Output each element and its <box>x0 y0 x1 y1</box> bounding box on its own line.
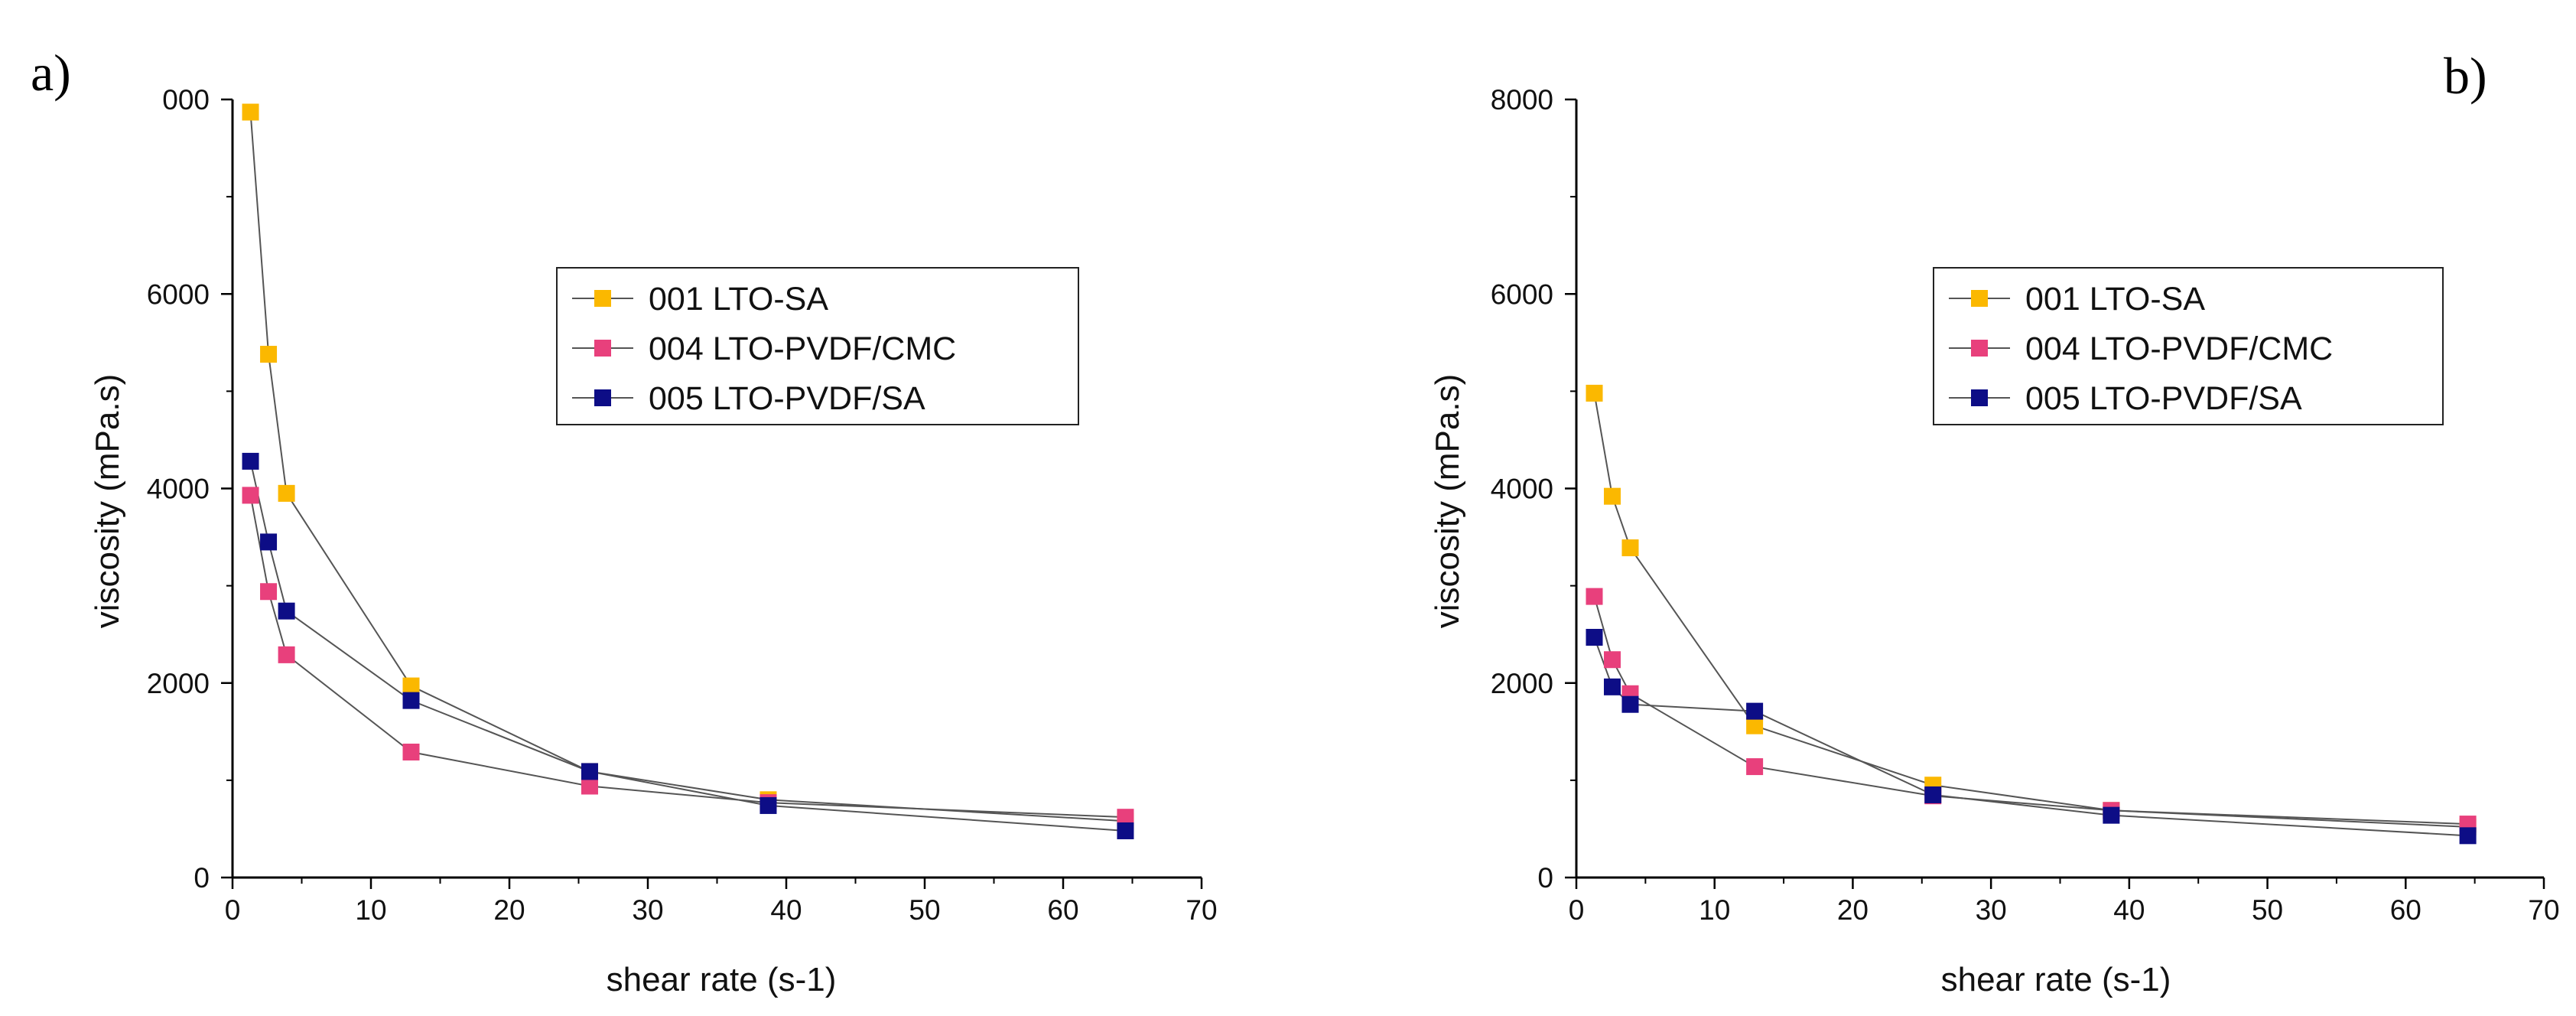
panel-a-series-005-lto-pvdf-sa-line <box>249 461 1126 832</box>
panel-b-series <box>1586 384 2477 845</box>
panel-a-legend-marker-005-lto-pvdf-sa <box>594 389 611 406</box>
panel-a-series-001-lto-sa-line <box>249 112 1126 822</box>
panel-a-legend: 001 LTO-SA 004 LTO-PVDF/CMC 005 LTO-PVDF/S… <box>556 267 1079 425</box>
panel-a-legend-label-001-lto-sa: 001 LTO-SA <box>649 281 828 318</box>
panel-b-series-005-lto-pvdf-sa-point <box>1603 678 1621 695</box>
panel-b-series-004-lto-pvdf-cmc-point <box>1603 651 1621 669</box>
panel-a-legend-label-005-lto-pvdf-sa: 005 LTO-PVDF/SA <box>649 380 925 417</box>
panel-a: a) 0 10 20 30 40 50 60 70 0 2000 4000 6000 000 shear… <box>31 44 1218 998</box>
panel-a-label: a) <box>31 44 71 102</box>
panel-a-y-tick-label: 4000 <box>147 474 210 505</box>
panel-b-label: b) <box>2444 47 2487 105</box>
panel-b-legend-marker-001-lto-sa <box>1971 290 1988 307</box>
panel-a-series-005-lto-pvdf-sa-point <box>1117 822 1134 839</box>
panel-b-series-005-lto-pvdf-sa-point <box>2103 806 2120 824</box>
panel-a-x-tick-label: 30 <box>632 894 663 926</box>
panel-b-y-tick-label: 0 <box>1537 862 1553 894</box>
panel-a-x-tick-label: 60 <box>1047 894 1078 926</box>
panel-b-series-004-lto-pvdf-cmc-point <box>1586 588 1603 605</box>
panel-b-legend-frame <box>1933 267 2444 425</box>
panel-a-series-005-lto-pvdf-sa-point <box>759 796 777 814</box>
panel-b-series-001-lto-sa-line <box>1593 392 2468 828</box>
panel-a-y-tick-label: 000 <box>162 84 210 116</box>
panel-b-y-tick-label: 4000 <box>1491 474 1553 505</box>
panel-a-legend-frame <box>556 267 1079 425</box>
panel-a-series-005-lto-pvdf-sa-point <box>581 763 598 780</box>
panel-b-x-axis-title: shear rate (s-1) <box>1941 961 2171 998</box>
panel-a-legend-marker-004-lto-pvdf-cmc <box>594 340 611 357</box>
panel-a-y-tick-label: 0 <box>194 862 210 894</box>
panel-b-x-tick-label: 10 <box>1699 894 1730 926</box>
panel-b-x-tick-label: 70 <box>2528 894 2559 926</box>
panel-b-axes: 0 10 20 30 40 50 60 70 0 2000 4000 6000 8000 <box>1491 84 2560 926</box>
panel-a-series-001-lto-sa-point <box>278 484 295 502</box>
panel-b-legend-label-004-lto-pvdf-cmc: 004 LTO-PVDF/CMC <box>2025 331 2333 367</box>
panel-a-series-001-lto-sa-point <box>402 677 420 695</box>
panel-a-series-005-lto-pvdf-sa-point <box>260 533 278 551</box>
panel-b-y-tick-label: 8000 <box>1491 84 1553 116</box>
panel-a-x-tick-label: 50 <box>909 894 940 926</box>
panel-a-series-004-lto-pvdf-cmc-point <box>581 777 598 795</box>
panel-b-series-005-lto-pvdf-sa-point <box>1621 695 1639 713</box>
panel-b-series-005-lto-pvdf-sa-point <box>2459 827 2477 845</box>
panel-b-y-tick-label: 6000 <box>1491 278 1553 310</box>
panel-b-x-tick-label: 60 <box>2390 894 2422 926</box>
panel-a-y-tick-label: 2000 <box>147 668 210 699</box>
panel-a-y-axis-title: viscosity (mPa.s) <box>89 374 126 628</box>
panel-a-series-001-lto-sa-point <box>260 346 278 363</box>
panel-a-x-tick-label: 40 <box>770 894 802 926</box>
panel-a-series-004-lto-pvdf-cmc-line <box>249 495 1126 819</box>
panel-a-axes: 0 10 20 30 40 50 60 70 0 2000 4000 6000 000 <box>147 84 1218 926</box>
panel-a-x-tick-label: 20 <box>493 894 525 926</box>
panel-b-series-005-lto-pvdf-sa-point <box>1586 629 1603 646</box>
panel-a-series <box>242 103 1134 839</box>
panel-b-x-tick-label: 40 <box>2113 894 2145 926</box>
panel-b-legend-label-001-lto-sa: 001 LTO-SA <box>2025 281 2205 318</box>
panel-b-series-005-lto-pvdf-sa-point <box>1924 786 1942 803</box>
panel-a-legend-marker-001-lto-sa <box>594 290 611 307</box>
panel-b-x-tick-label: 50 <box>2252 894 2283 926</box>
panel-a-series-004-lto-pvdf-cmc-point <box>260 583 278 601</box>
panel-b-series-001-lto-sa-point <box>1621 539 1639 557</box>
panel-a-series-004-lto-pvdf-cmc-point <box>1117 809 1134 826</box>
panel-b-series-004-lto-pvdf-cmc-point <box>1746 758 1764 776</box>
panel-a-series-004-lto-pvdf-cmc-point <box>402 744 420 761</box>
panel-b-series-001-lto-sa-point <box>1586 384 1603 402</box>
panel-b-x-tick-label: 20 <box>1837 894 1869 926</box>
panel-b-legend-marker-005-lto-pvdf-sa <box>1971 389 1988 406</box>
panel-b-y-axis-title: viscosity (mPa.s) <box>1429 374 1466 628</box>
panel-a-x-tick-label: 70 <box>1186 894 1217 926</box>
panel-a-y-tick-label: 6000 <box>147 278 210 310</box>
panel-b-series-005-lto-pvdf-sa-line <box>1593 637 2468 837</box>
panel-a-series-004-lto-pvdf-cmc-point <box>278 646 295 663</box>
panel-a-x-axis-title: shear rate (s-1) <box>607 961 837 998</box>
panel-b-series-005-lto-pvdf-sa-point <box>1746 702 1764 720</box>
panel-b: b) 0 10 20 30 40 50 60 70 0 2000 4000 6000 8000 shea… <box>1429 47 2560 998</box>
panel-b-legend-label-005-lto-pvdf-sa: 005 LTO-PVDF/SA <box>2025 380 2302 417</box>
panel-b-series-001-lto-sa-point <box>1746 717 1764 734</box>
panel-b-legend-marker-004-lto-pvdf-cmc <box>1971 340 1988 357</box>
panel-a-series-005-lto-pvdf-sa-point <box>402 692 420 709</box>
panel-b-series-001-lto-sa-point <box>1603 487 1621 505</box>
panel-a-series-005-lto-pvdf-sa-point <box>242 452 259 470</box>
panel-b-x-tick-label: 30 <box>1976 894 2007 926</box>
panel-a-series-004-lto-pvdf-cmc-point <box>242 487 259 504</box>
panel-b-x-tick-label: 0 <box>1569 894 1585 926</box>
panel-a-series-001-lto-sa-point <box>242 103 259 121</box>
panel-b-legend: 001 LTO-SA 004 LTO-PVDF/CMC 005 LTO-PVDF/S… <box>1933 267 2444 425</box>
panel-b-y-tick-label: 2000 <box>1491 668 1553 699</box>
panel-a-x-tick-label: 10 <box>355 894 386 926</box>
panel-a-legend-label-004-lto-pvdf-cmc: 004 LTO-PVDF/CMC <box>649 331 956 367</box>
panel-a-series-005-lto-pvdf-sa-point <box>278 602 295 620</box>
panel-a-x-tick-label: 0 <box>225 894 241 926</box>
